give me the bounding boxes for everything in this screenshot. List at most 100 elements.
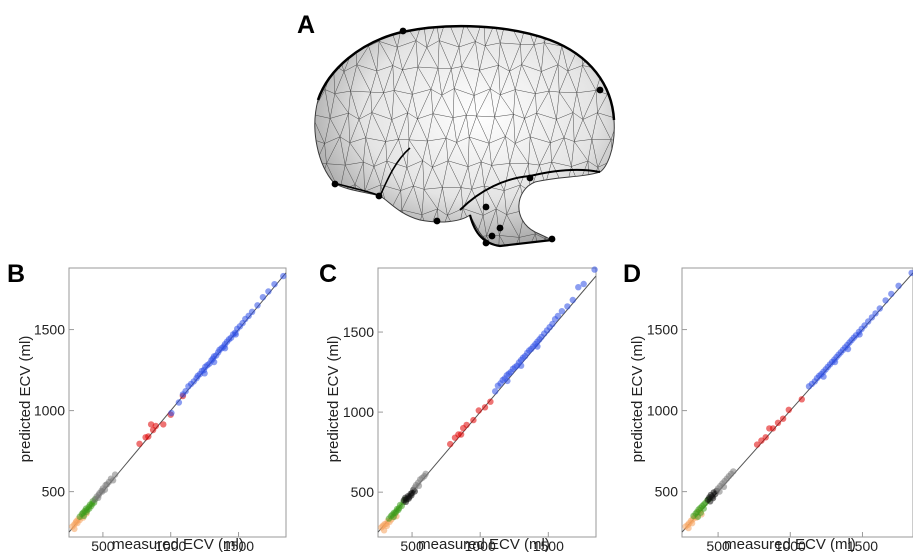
landmark: [399, 27, 407, 35]
data-point: [908, 269, 913, 277]
data-point: [71, 525, 78, 533]
data-point: [888, 290, 895, 298]
y-tick-label: 1500: [343, 324, 374, 340]
data-point: [470, 416, 477, 424]
x-tick-label: 500: [400, 538, 424, 552]
x-axis-label: measured ECV (ml): [112, 536, 244, 552]
y-tick-label: 500: [655, 484, 679, 500]
panel-letter-c: C: [319, 260, 337, 288]
data-point: [685, 524, 692, 532]
data-point: [210, 358, 218, 366]
data-point: [779, 415, 787, 422]
data-point: [575, 284, 582, 291]
data-point: [175, 399, 183, 406]
x-tick-label: 500: [91, 538, 115, 552]
data-point: [831, 358, 839, 366]
y-tick-label: 1000: [34, 403, 65, 419]
data-point: [688, 520, 696, 527]
landmark: [482, 203, 490, 211]
data-point: [798, 396, 805, 403]
panel-letter-d: D: [623, 260, 641, 288]
data-point: [481, 404, 489, 411]
brain-contour-base: [468, 214, 553, 248]
panel-letter-b: B: [7, 260, 25, 288]
data-point: [762, 434, 769, 441]
data-point: [534, 343, 541, 350]
landmark: [526, 174, 534, 182]
landmark: [496, 224, 504, 232]
landmark: [596, 86, 604, 94]
data-point: [395, 505, 403, 512]
y-tick-label: 1500: [647, 322, 678, 338]
data-point: [390, 513, 397, 521]
brain-contour-upper: [316, 24, 616, 121]
x-tick-label: 1500: [533, 538, 564, 552]
data-point: [564, 303, 571, 310]
data-point: [111, 471, 119, 478]
data-point: [280, 272, 287, 280]
data-point: [872, 310, 879, 317]
panel-d-scatter: D measured ECV (ml) predicted ECV (ml) 5…: [623, 260, 913, 552]
data-point: [102, 481, 109, 489]
data-point: [569, 296, 576, 304]
data-point: [109, 477, 117, 484]
data-point: [201, 370, 208, 377]
data-point: [86, 505, 93, 512]
data-point: [415, 482, 423, 489]
x-tick-label: 1500: [847, 538, 878, 552]
data-point: [248, 308, 256, 315]
data-point: [882, 297, 889, 304]
data-point: [558, 308, 566, 315]
landmark: [548, 235, 556, 243]
data-point: [422, 470, 429, 477]
y-tick-label: 1000: [343, 404, 374, 420]
data-point: [554, 312, 562, 320]
data-point: [447, 440, 454, 448]
data-point: [383, 522, 391, 529]
data-point: [504, 377, 511, 385]
y-axis-label: predicted ECV (ml): [629, 336, 646, 463]
x-tick-label: 1000: [465, 538, 496, 552]
data-point: [271, 281, 278, 288]
landmark: [488, 232, 496, 240]
data-point: [408, 492, 415, 499]
data-point: [232, 331, 239, 338]
plot-frame: [681, 267, 913, 538]
x-tick-label: 1000: [775, 538, 806, 552]
data-point: [730, 468, 737, 475]
y-tick-label: 1000: [647, 403, 678, 419]
panel-a: A: [297, 11, 616, 248]
landmark: [375, 192, 383, 200]
data-point: [720, 483, 728, 490]
data-point: [254, 302, 261, 309]
landmark-points: [331, 27, 604, 247]
y-tick-label: 1500: [34, 322, 65, 338]
x-tick-label: 1500: [223, 538, 254, 552]
data-point: [136, 440, 143, 447]
data-point: [580, 280, 587, 288]
panel-letter-a: A: [297, 11, 315, 39]
data-point: [820, 373, 827, 380]
y-axis-label: predicted ECV (ml): [17, 336, 34, 463]
data-point: [182, 388, 189, 395]
data-point: [774, 419, 782, 426]
landmark: [433, 217, 441, 225]
data-point: [265, 288, 272, 295]
data-point: [856, 331, 863, 338]
data-point: [492, 388, 499, 395]
plot-frame: [377, 267, 597, 538]
data-point: [895, 282, 902, 289]
data-point: [152, 422, 159, 430]
y-tick-label: 500: [42, 484, 66, 500]
data-point: [591, 266, 598, 273]
brain-mesh-surface: [314, 25, 615, 247]
data-point: [517, 362, 525, 369]
data-point: [145, 433, 152, 440]
data-point: [475, 407, 482, 414]
data-point: [876, 305, 883, 312]
data-point: [785, 406, 792, 413]
plot-frame: [68, 267, 287, 538]
panel-c-scatter: C measured ECV (ml) predicted ECV (ml) 5…: [319, 260, 598, 552]
data-point: [709, 494, 717, 502]
